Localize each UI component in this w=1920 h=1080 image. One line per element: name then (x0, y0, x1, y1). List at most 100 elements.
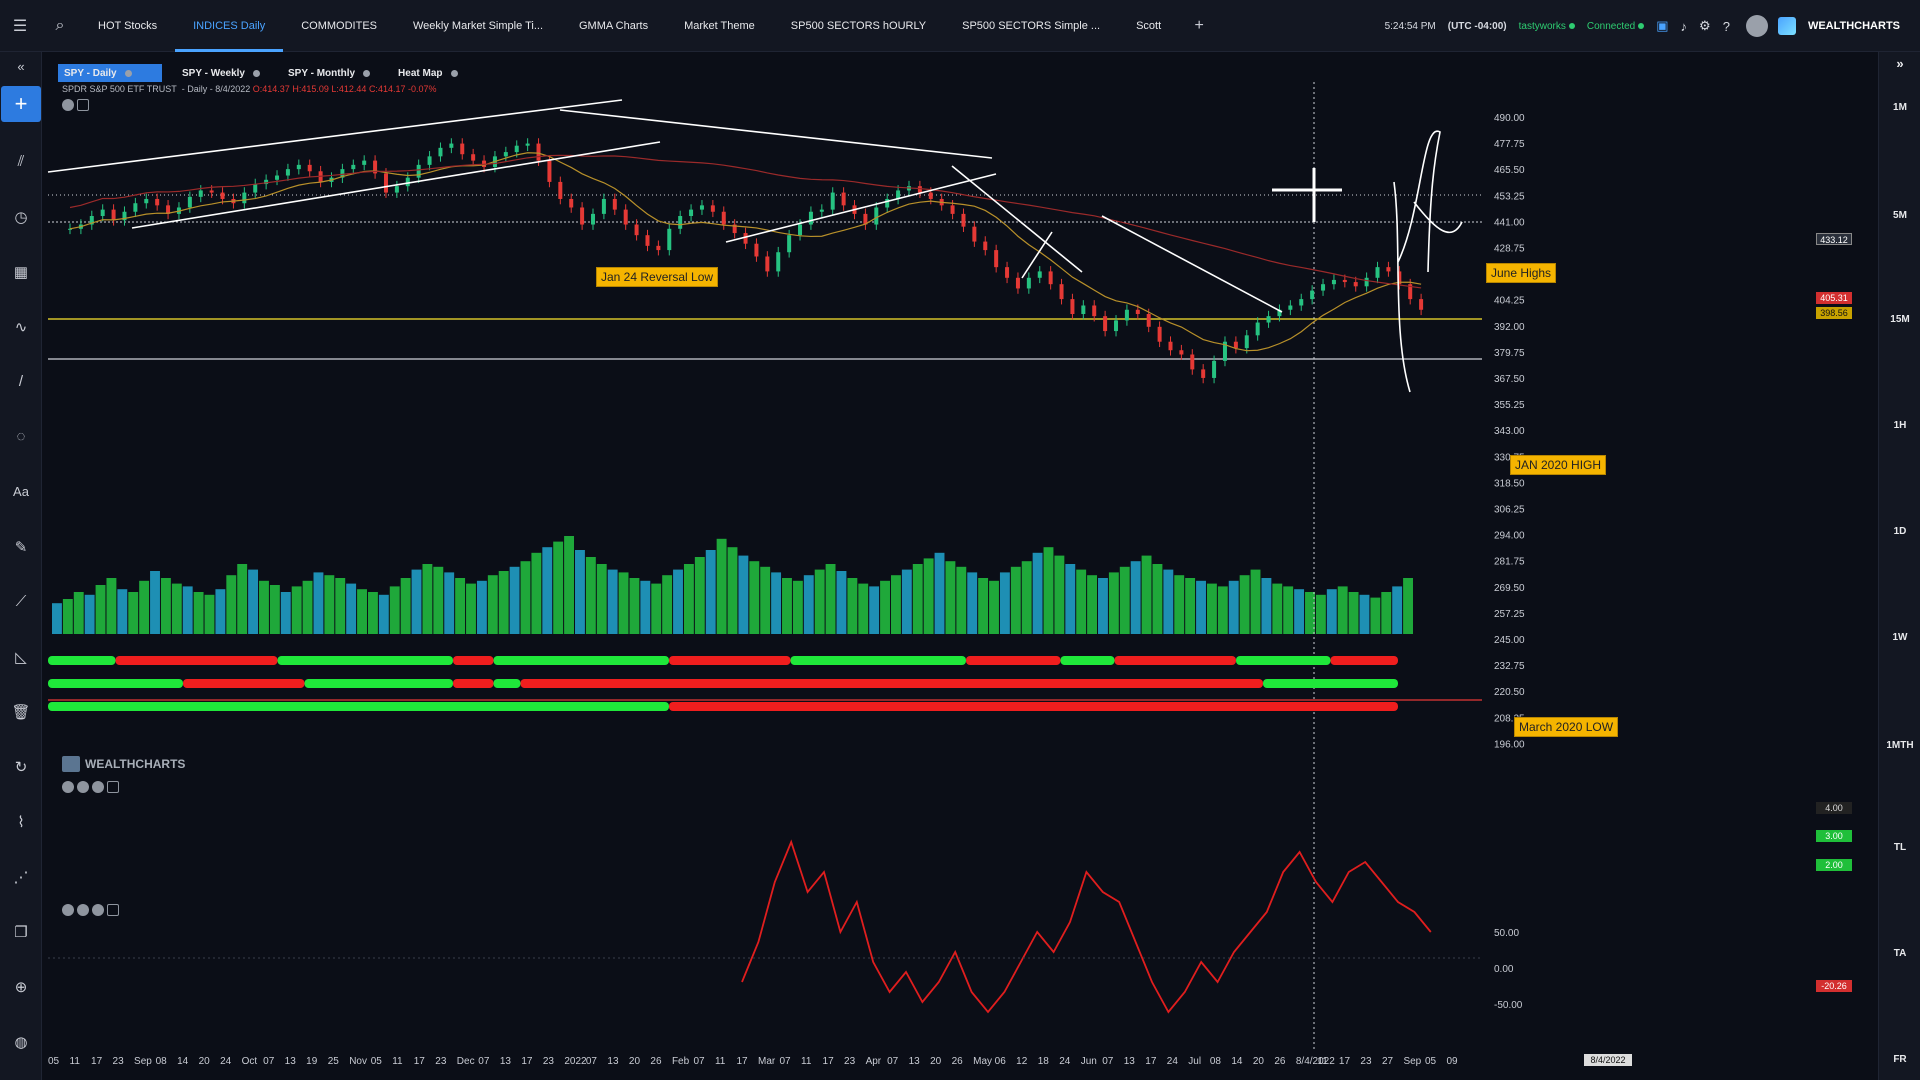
layout-tab[interactable]: GMMA Charts (579, 19, 649, 32)
help-icon[interactable]: ? (1722, 18, 1730, 34)
pane-add-icon[interactable] (77, 99, 89, 111)
date-axis: 05 11 17 23 Sep 08 14 20 24 Oct 07 13 19 25 Nov 05 11 17 2… (48, 1056, 1458, 1067)
globe-icon[interactable]: ◍ (14, 1033, 28, 1051)
layout-tab[interactable]: Market Theme (684, 19, 755, 32)
date-tick: 20 (199, 1056, 211, 1067)
pane-up-icon[interactable] (92, 904, 104, 916)
date-tick: 11 (392, 1056, 403, 1067)
broker-name: tastyworks (1518, 20, 1566, 32)
trend-line (47, 99, 623, 173)
volume-bar (1141, 555, 1152, 634)
collapse-right-icon[interactable]: » (1896, 56, 1904, 71)
volume-bar (923, 558, 934, 634)
date-tick: Jun (1081, 1056, 1097, 1067)
search-icon[interactable]: ⌕ (55, 16, 65, 34)
price-tick: 477.75 (1494, 139, 1525, 150)
volume-bar (771, 572, 782, 634)
pane-up-icon[interactable] (92, 781, 104, 793)
broker-status[interactable]: tastyworks (1519, 21, 1575, 32)
trash-icon[interactable]: 🗑 (11, 703, 31, 721)
text-tool-icon[interactable]: Aa (13, 484, 29, 499)
layout-tab[interactable]: Weekly Market Simple Ti... (413, 19, 543, 32)
add-drawing-button[interactable]: + (0, 84, 42, 124)
timeframe-1mth[interactable]: 1MTH (1886, 740, 1914, 751)
candle-body (471, 154, 476, 161)
copy-icon[interactable]: ❐ (14, 923, 28, 941)
price-chart[interactable]: 490.00477.75465.50453.25441.00428.75416.… (42, 82, 1878, 1072)
trend-icon[interactable]: ∿ (14, 318, 28, 336)
candle-body (416, 164, 421, 178)
ruler-icon[interactable]: ⟋ (15, 593, 27, 610)
timeframe-1h[interactable]: 1H (1893, 420, 1907, 431)
layout-tab[interactable]: INDICES Daily (175, 0, 284, 52)
connection-label: Connected (1586, 20, 1636, 32)
calendar-icon[interactable]: ▦ (13, 263, 29, 281)
pane-down-icon[interactable] (77, 904, 89, 916)
add-tab-icon[interactable]: + (1194, 16, 1204, 34)
timeframe-15m[interactable]: 15M (1890, 314, 1910, 325)
measure-icon[interactable]: ◺ (15, 648, 27, 666)
clock-icon[interactable]: ◷ (14, 208, 28, 226)
scatter-icon[interactable]: ⋰ (13, 868, 29, 886)
candle-body (656, 245, 661, 251)
chart-tab-close-icon[interactable] (253, 69, 260, 77)
pane-settings-icon[interactable] (62, 99, 74, 111)
layout-tab[interactable]: COMMODITES (301, 19, 377, 32)
timeframe-ta[interactable]: TA (1893, 948, 1907, 959)
collapse-left-icon[interactable]: « (17, 58, 25, 74)
price-pane-controls[interactable] (62, 98, 92, 112)
price-tick: 465.50 (1494, 165, 1525, 176)
timeframe-tl[interactable]: TL (1893, 842, 1907, 853)
chart-tab-close-icon[interactable] (124, 69, 132, 77)
layout-tab[interactable]: Scott (1136, 19, 1162, 32)
chart-tab-close-icon[interactable] (450, 69, 458, 77)
volume-bar (1174, 575, 1185, 634)
candle-body (1015, 277, 1020, 289)
pane-add-icon[interactable] (107, 904, 119, 916)
menu-icon[interactable]: ☰ (12, 17, 28, 35)
timeframe-fr[interactable]: FR (1893, 1054, 1907, 1065)
line-tool-icon[interactable]: / (18, 373, 24, 390)
annotation-jan24[interactable]: Jan 24 Reversal Low (596, 267, 719, 287)
timeframe-1d[interactable]: 1D (1893, 526, 1907, 537)
annotation-jan2020-high[interactable]: JAN 2020 HIGH (1510, 455, 1607, 475)
pane-settings-icon[interactable] (62, 781, 74, 793)
timeframe-1m[interactable]: 1M (1893, 102, 1907, 113)
chart-tab[interactable]: SPY - Weekly (176, 64, 268, 82)
layout-tab[interactable]: SP500 SECTORS hOURLY (790, 19, 927, 32)
chart-icon[interactable]: ⌇ (17, 813, 25, 831)
pencil-icon[interactable]: ✎ (14, 538, 28, 556)
save-icon[interactable]: ▣ (1656, 18, 1669, 33)
timeframe-1w[interactable]: 1W (1892, 632, 1908, 643)
timeframe-5m[interactable]: 5M (1893, 210, 1907, 221)
chart-tab[interactable]: SPY - Daily (58, 64, 162, 82)
target-icon[interactable]: ⊕ (14, 978, 28, 996)
candle-body (1048, 271, 1053, 285)
chart-tab-close-icon[interactable] (363, 69, 371, 77)
bell-icon[interactable]: ♪ (1680, 18, 1688, 34)
avatar[interactable] (1745, 15, 1768, 37)
annotation-march2020-low[interactable]: March 2020 LOW (1514, 717, 1619, 737)
annotation-june-highs[interactable]: June Highs (1486, 263, 1557, 283)
volume-bar (989, 580, 999, 634)
pane-settings-icon[interactable] (62, 904, 74, 916)
pane-add-icon[interactable] (107, 781, 119, 793)
ribbon-segment (115, 656, 278, 665)
candle-body (623, 209, 628, 225)
volume-bar (901, 569, 912, 634)
broker-dot (1568, 22, 1575, 29)
gear-icon[interactable]: ⚙ (1699, 18, 1711, 33)
indicator-icon[interactable]: ⫽ (17, 153, 25, 170)
refresh-icon[interactable]: ↻ (14, 758, 28, 776)
pane-down-icon[interactable] (77, 781, 89, 793)
oscillator-pane-controls[interactable] (62, 903, 122, 917)
volume-bar (705, 550, 716, 634)
layout-tab[interactable]: HOT Stocks (98, 19, 158, 32)
chart-tab[interactable]: Heat Map (392, 64, 465, 82)
chart-tab[interactable]: SPY - Monthly (282, 64, 378, 82)
layout-tab[interactable]: SP500 SECTORS Simple ... (962, 19, 1101, 32)
date-tick: 08 (1210, 1056, 1222, 1067)
indicator-pane-controls[interactable] (62, 780, 122, 794)
candle-body (928, 192, 933, 199)
shapes-icon[interactable]: ◌ (16, 428, 26, 445)
